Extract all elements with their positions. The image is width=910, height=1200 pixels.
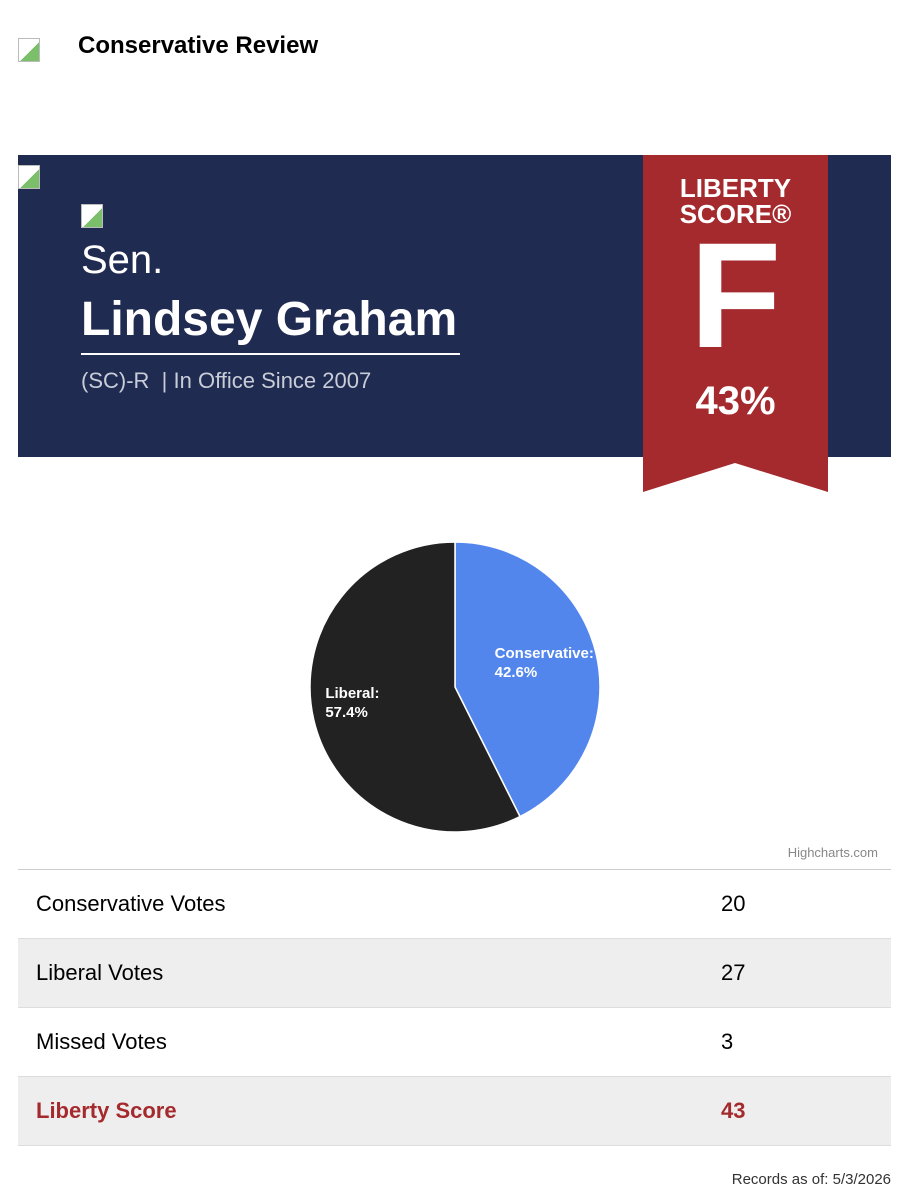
- table-row: Liberty Score 43: [18, 1076, 891, 1146]
- cell-value: 43: [721, 1076, 891, 1146]
- value-label: 57.4%: [325, 704, 368, 721]
- data-label: Conservative: 42.6%: [495, 645, 594, 681]
- cell-value: 27: [721, 938, 891, 1008]
- cell-label: Missed Votes: [18, 1007, 721, 1077]
- grade: F: [689, 211, 782, 379]
- portrait-image: [81, 204, 103, 228]
- banner-image: [18, 165, 40, 189]
- badge-shape: [643, 155, 828, 492]
- table-row: Conservative Votes 20: [18, 869, 891, 939]
- site-title[interactable]: Conservative Review: [78, 32, 319, 59]
- cell-value: 3: [721, 1007, 891, 1077]
- chart-credits[interactable]: Highcharts.com: [788, 845, 878, 860]
- badge-title: LIBERTY SCORE®: [679, 173, 792, 229]
- score-badge: LIBERTY SCORE® F 43%: [643, 155, 828, 492]
- cell-label: Conservative Votes: [18, 869, 721, 939]
- data-label: Liberal: 57.4%: [325, 685, 379, 721]
- cell-label: Liberal Votes: [18, 938, 721, 1008]
- cell-value: 20: [721, 869, 891, 939]
- records-date: Records as of: 5/3/2026: [731, 1171, 891, 1188]
- party: (SC)-R: [81, 368, 150, 393]
- score: 43%: [695, 379, 776, 423]
- title-prefix: Sen.: [81, 238, 164, 282]
- member-name: Lindsey Graham: [81, 292, 460, 355]
- table-row: Liberal Votes 27: [18, 938, 891, 1008]
- member-info: (SC)-R | In Office Since 2007: [81, 368, 371, 394]
- pie-slice: [454, 541, 601, 818]
- vote-table: Conservative Votes 20 Liberal Votes 27 Misse…: [18, 869, 891, 1146]
- category-label: Conservative:: [495, 645, 594, 662]
- value-label: 42.6%: [495, 664, 538, 681]
- table-row: Missed Votes 3: [18, 1007, 891, 1077]
- category-label: Liberal:: [325, 685, 379, 702]
- pie-slice: [309, 541, 522, 833]
- logo-image: [18, 38, 40, 62]
- pie-chart: Highcharts.com Conservative: 42.6% Liberal…: [309, 541, 878, 860]
- office-since: | In Office Since 2007: [161, 368, 372, 393]
- cell-label: Liberty Score: [18, 1076, 721, 1146]
